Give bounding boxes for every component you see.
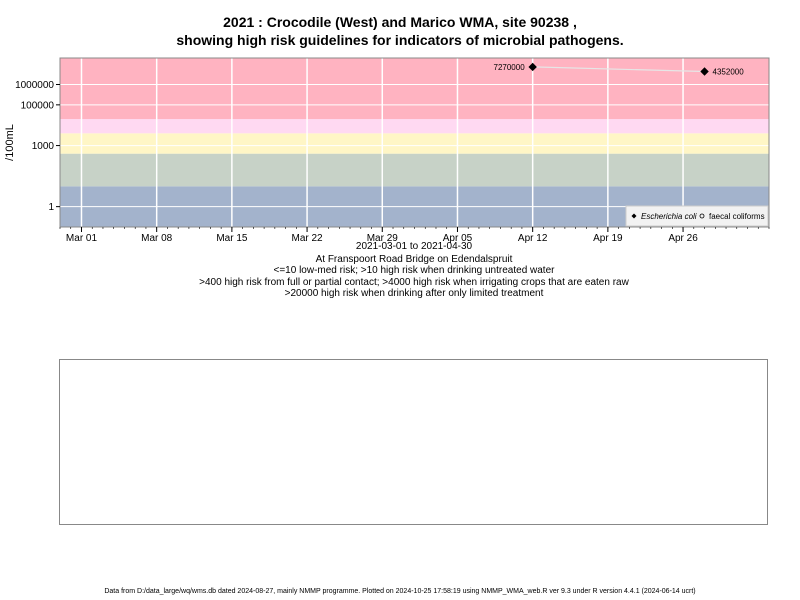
guideline-line-2: >400 high risk from full or partial cont… [199,277,629,288]
y-tick-label: 1 [48,202,54,213]
empty-plot-panel [59,359,768,525]
x-tick-label: Apr 12 [518,233,548,244]
y-tick-label: 100000 [21,100,55,111]
risk-band-1 [60,153,769,187]
legend-label: faecal coliforms [709,212,765,221]
data-label: 4352000 [713,67,745,76]
y-axis-label: /100mL [4,124,16,161]
x-tick-label: Mar 29 [367,233,399,244]
risk-band-3 [60,119,769,134]
legend-box [625,205,769,227]
x-tick-label: Apr 05 [443,233,473,244]
footer-note: Data from D:/data_large/wq/wms.db dated … [104,588,696,595]
series-line-0 [532,66,705,73]
guideline-line-3: >20000 high risk when drinking after onl… [284,288,544,299]
chart-title-line2: showing high risk guidelines for indicat… [176,32,624,48]
data-point [528,62,537,72]
risk-band-2 [60,133,769,154]
y-tick-label: 1000000 [15,80,54,91]
site-label: At Franspoort Road Bridge on Edendalspru… [315,254,513,265]
legend-label: Escherichia coli [641,212,697,221]
guideline-line-1: <=10 low-med risk; >10 high risk when dr… [273,265,555,276]
chart-title-line1: 2021 : Crocodile (West) and Marico WMA, … [223,14,577,30]
x-tick-label: Mar 22 [292,233,324,244]
x-tick-label: Mar 15 [216,233,248,244]
legend-marker [699,213,705,219]
data-label: 7270000 [494,63,526,72]
y-tick-label: 1000 [32,141,55,152]
data-point [700,67,709,76]
risk-band-4 [60,58,769,120]
x-tick-label: Apr 19 [593,233,623,244]
legend-marker [631,213,637,219]
x-tick-label: Apr 26 [668,233,698,244]
date-range-label: 2021-03-01 to 2021-04-30 [355,241,473,252]
x-tick-label: Mar 01 [66,233,98,244]
x-tick-label: Mar 08 [141,233,173,244]
